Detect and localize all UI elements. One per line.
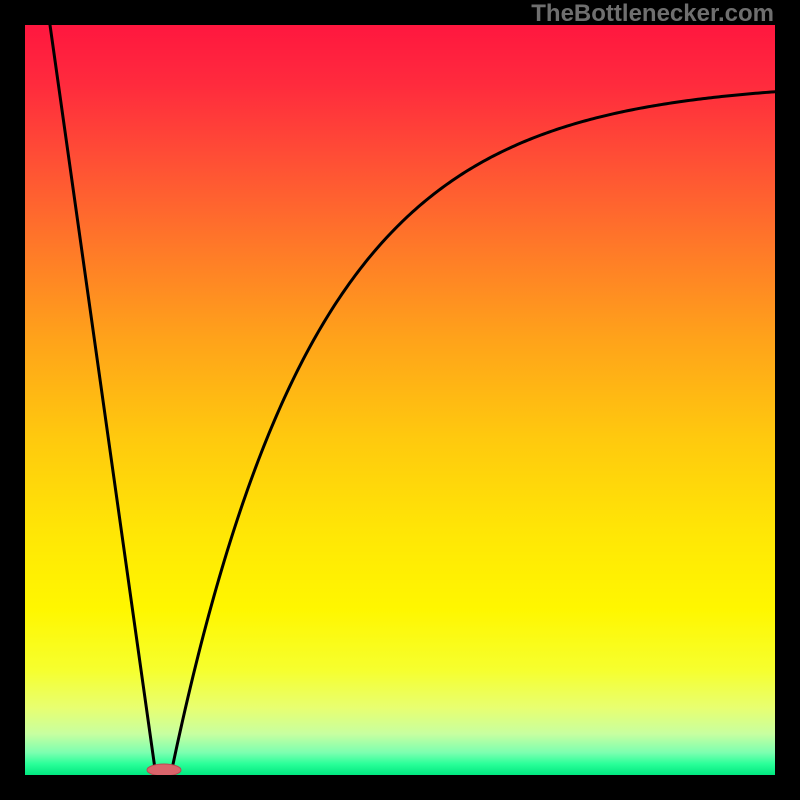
watermark-text: TheBottlenecker.com [531,0,774,28]
plot-area [25,25,775,775]
bottleneck-marker [25,25,775,775]
